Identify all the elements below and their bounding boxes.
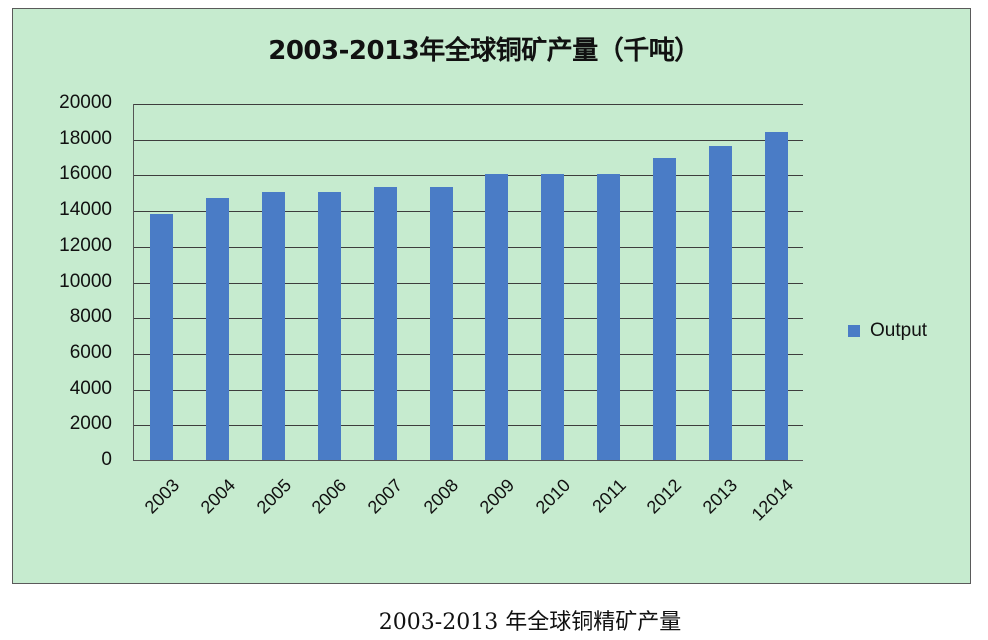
gridline bbox=[134, 139, 803, 141]
legend: Output bbox=[848, 320, 927, 342]
bar-2011 bbox=[597, 174, 621, 460]
bar-2008 bbox=[429, 186, 453, 460]
bar-2010 bbox=[541, 174, 565, 460]
bar-12014 bbox=[764, 131, 788, 460]
gridline bbox=[134, 318, 803, 320]
bar-2007 bbox=[373, 186, 397, 460]
y-tick-label: 16000 bbox=[59, 163, 112, 185]
y-tick-label: 6000 bbox=[69, 341, 112, 363]
y-tick-label: 12000 bbox=[59, 234, 112, 256]
gridline bbox=[134, 389, 803, 391]
gridline bbox=[134, 282, 803, 284]
y-tick-label: 10000 bbox=[59, 270, 112, 292]
gridline bbox=[134, 211, 803, 213]
plot-area bbox=[133, 104, 803, 461]
figure-caption: 2003-2013 年全球铜精矿产量 bbox=[378, 610, 682, 635]
gridline bbox=[134, 353, 803, 355]
bar-2009 bbox=[485, 174, 509, 460]
bar-2005 bbox=[262, 192, 286, 460]
y-tick-label: 18000 bbox=[59, 127, 112, 149]
bar-2004 bbox=[206, 197, 230, 460]
gridline bbox=[134, 175, 803, 177]
bar-2013 bbox=[708, 145, 732, 460]
bar-2006 bbox=[317, 192, 341, 460]
gridline bbox=[134, 425, 803, 427]
legend-swatch bbox=[848, 325, 860, 337]
bar-2003 bbox=[150, 213, 174, 460]
gridline bbox=[134, 246, 803, 248]
y-tick-label: 20000 bbox=[59, 92, 112, 113]
y-tick-label: 4000 bbox=[69, 377, 112, 399]
y-tick-label: 2000 bbox=[69, 413, 112, 435]
gridline bbox=[134, 104, 803, 105]
y-tick-label: 14000 bbox=[59, 199, 112, 221]
y-tick-label: 0 bbox=[101, 449, 112, 470]
y-tick-label: 8000 bbox=[69, 306, 112, 328]
bar-2012 bbox=[652, 158, 676, 460]
legend-label-output: Output bbox=[870, 320, 928, 341]
chart-title: 2003-2013年全球铜矿产量（千吨） bbox=[268, 36, 700, 66]
